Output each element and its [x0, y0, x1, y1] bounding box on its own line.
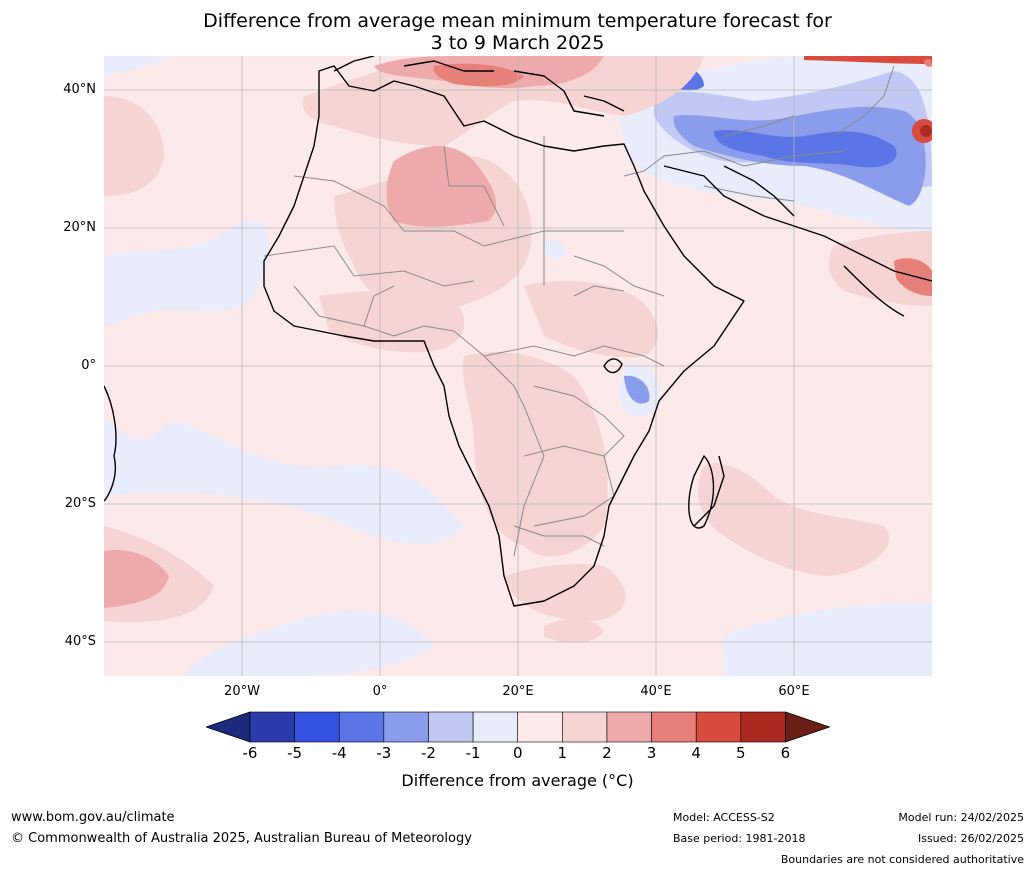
colorbar-cell — [517, 711, 563, 743]
colorbar-tick-label: 1 — [557, 744, 568, 762]
lon-label-20e: 20°E — [502, 684, 534, 699]
lat-label-40n: 40°N — [63, 82, 96, 97]
colorbar-cell — [294, 711, 340, 743]
map-canvas — [104, 56, 932, 676]
colorbar-cell — [338, 711, 385, 743]
map-title: Difference from average mean minimum tem… — [203, 10, 832, 54]
colorbar-tick-label: 3 — [646, 744, 657, 762]
lon-label-20w: 20°W — [224, 684, 260, 699]
colorbar — [206, 711, 830, 743]
forecast-map — [104, 56, 932, 676]
lon-label-60e: 60°E — [778, 684, 810, 699]
boundaries-disclaimer: Boundaries are not considered authoritat… — [780, 853, 1024, 866]
country-boundaries — [263, 65, 895, 557]
colorbar-tick-label: 6 — [780, 744, 791, 762]
colorbar-extend-high — [785, 711, 830, 743]
colorbar-cell — [651, 711, 697, 743]
lat-label-40s: 40°S — [64, 634, 96, 649]
model-run-date: Model run: 24/02/2025 — [898, 811, 1024, 824]
colorbar-tick-label: 0 — [512, 744, 523, 762]
colorbar-tick-label: -3 — [376, 744, 392, 762]
colorbar-cell — [695, 711, 742, 743]
copyright-notice: © Commonwealth of Australia 2025, Austra… — [11, 831, 472, 846]
colorbar-tick-label: -6 — [242, 744, 258, 762]
colorbar-tick-label: -5 — [287, 744, 303, 762]
colorbar-cell — [740, 711, 786, 743]
colorbar-tick-label: -1 — [465, 744, 481, 762]
lat-label-equator: 0° — [81, 358, 96, 373]
hot-anomaly-layer — [104, 56, 932, 608]
colorbar-tick-label: -4 — [331, 744, 347, 762]
colorbar-extend-low — [206, 711, 251, 743]
colorbar-cells — [206, 711, 830, 743]
colorbar-tick-label: 2 — [602, 744, 612, 762]
colorbar-cell — [472, 711, 519, 743]
issued-date: Issued: 26/02/2025 — [917, 832, 1024, 845]
colorbar-label: Difference from average (°C) — [401, 771, 634, 790]
model-name: Model: ACCESS-S2 — [673, 811, 775, 824]
lon-label-40e: 40°E — [640, 684, 672, 699]
colorbar-cell — [606, 711, 652, 743]
colorbar-cell — [428, 711, 474, 743]
base-period: Base period: 1981-2018 — [673, 832, 806, 845]
colorbar-tick-label: -2 — [420, 744, 436, 762]
lon-label-0: 0° — [372, 684, 388, 699]
colorbar-cell — [249, 711, 295, 743]
colorbar-cell — [383, 711, 429, 743]
colorbar-cell — [562, 711, 608, 743]
lat-label-20n: 20°N — [63, 220, 96, 235]
colorbar-tick-label: 5 — [736, 744, 746, 762]
colorbar-tick-label: 4 — [691, 744, 701, 762]
website-link[interactable]: www.bom.gov.au/climate — [11, 810, 175, 825]
coastlines — [104, 56, 932, 607]
lat-lon-gridlines — [104, 56, 932, 676]
lat-label-20s: 20°S — [64, 496, 96, 511]
